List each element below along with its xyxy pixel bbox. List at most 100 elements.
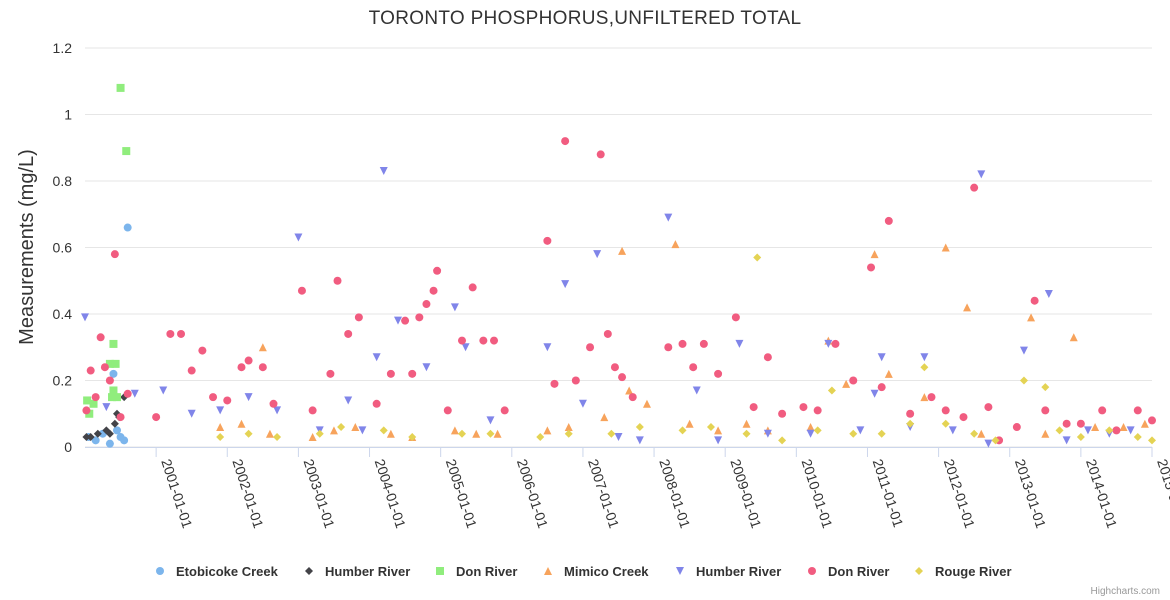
data-point xyxy=(1069,333,1078,342)
data-point xyxy=(308,433,317,442)
data-point xyxy=(85,409,94,418)
data-point xyxy=(273,433,282,442)
data-point xyxy=(699,339,708,348)
data-point xyxy=(83,396,92,405)
y-tick-label: 1 xyxy=(64,107,72,123)
data-point xyxy=(941,243,950,252)
series-0 xyxy=(84,223,132,448)
y-tick-label: 0.6 xyxy=(53,240,73,256)
data-point xyxy=(223,396,232,405)
data-point xyxy=(564,429,573,438)
legend-marker xyxy=(436,567,444,575)
data-point xyxy=(1126,426,1135,435)
data-point xyxy=(91,436,100,445)
data-point xyxy=(827,386,836,395)
data-point xyxy=(82,406,91,415)
legend-item[interactable]: Humber River xyxy=(676,564,781,579)
data-point xyxy=(685,419,694,428)
data-point xyxy=(493,429,502,438)
data-point xyxy=(536,433,545,442)
legend-item[interactable]: Don River xyxy=(436,564,517,579)
data-point xyxy=(564,423,573,432)
data-point xyxy=(458,429,467,438)
data-point xyxy=(105,376,114,385)
data-point xyxy=(813,426,822,435)
data-point xyxy=(884,369,893,378)
data-point xyxy=(543,236,552,245)
data-point xyxy=(116,413,125,422)
data-point xyxy=(358,426,367,435)
data-point xyxy=(603,329,612,338)
data-point xyxy=(870,389,879,398)
data-point xyxy=(354,313,363,322)
data-point xyxy=(842,379,851,388)
data-point xyxy=(1062,419,1071,428)
data-point xyxy=(778,436,787,445)
data-point xyxy=(109,339,118,348)
data-point xyxy=(635,423,644,432)
data-point xyxy=(244,393,253,402)
data-point xyxy=(422,363,431,372)
data-point xyxy=(849,376,858,385)
data-point xyxy=(543,343,552,352)
data-point xyxy=(1083,426,1092,435)
data-point xyxy=(379,167,388,176)
y-axis-label: Measurements (mg/L) xyxy=(16,149,38,345)
data-point xyxy=(1019,346,1028,355)
data-point xyxy=(187,409,196,418)
data-point xyxy=(130,389,139,398)
data-point xyxy=(706,423,715,432)
data-point xyxy=(600,413,609,422)
data-point xyxy=(735,339,744,348)
data-point xyxy=(187,366,196,375)
data-point xyxy=(166,329,175,338)
data-point xyxy=(386,429,395,438)
data-point xyxy=(344,396,353,405)
data-point xyxy=(1098,406,1107,415)
data-point xyxy=(927,393,936,402)
data-point xyxy=(628,393,637,402)
legend-marker xyxy=(156,567,164,575)
series-2 xyxy=(83,83,131,418)
data-point xyxy=(372,399,381,408)
data-point xyxy=(550,379,559,388)
data-point xyxy=(333,276,342,285)
data-point xyxy=(450,426,459,435)
data-point xyxy=(89,399,98,408)
credits-link[interactable]: Highcharts.com xyxy=(1091,586,1160,597)
data-point xyxy=(500,406,509,415)
legend-marker xyxy=(305,567,313,575)
series-5 xyxy=(82,137,1156,445)
data-point xyxy=(269,399,278,408)
data-point xyxy=(970,183,979,192)
data-point xyxy=(105,439,114,448)
legend-item[interactable]: Rouge River xyxy=(915,564,1012,579)
legend-item[interactable]: Etobicoke Creek xyxy=(156,564,279,579)
data-point xyxy=(714,436,723,445)
data-point xyxy=(443,406,452,415)
data-point xyxy=(856,426,865,435)
data-point xyxy=(984,403,993,412)
data-point xyxy=(692,386,701,395)
data-point xyxy=(906,419,915,428)
data-point xyxy=(152,413,161,422)
chart-title: TORONTO PHOSPHORUS,UNFILTERED TOTAL xyxy=(369,8,802,29)
data-point xyxy=(490,336,499,345)
data-point xyxy=(714,369,723,378)
legend-item[interactable]: Humber River xyxy=(305,564,410,579)
data-point xyxy=(1112,426,1121,435)
data-point xyxy=(1041,406,1050,415)
data-point xyxy=(618,373,627,382)
data-point xyxy=(479,336,488,345)
data-point xyxy=(198,346,207,355)
data-point xyxy=(561,137,570,146)
data-point xyxy=(1119,423,1128,432)
data-point xyxy=(749,403,758,412)
legend-item[interactable]: Mimico Creek xyxy=(544,564,649,579)
legend-label: Mimico Creek xyxy=(564,564,649,579)
legend-item[interactable]: Don River xyxy=(808,564,889,579)
data-point xyxy=(877,383,886,392)
legend-marker xyxy=(808,567,816,575)
